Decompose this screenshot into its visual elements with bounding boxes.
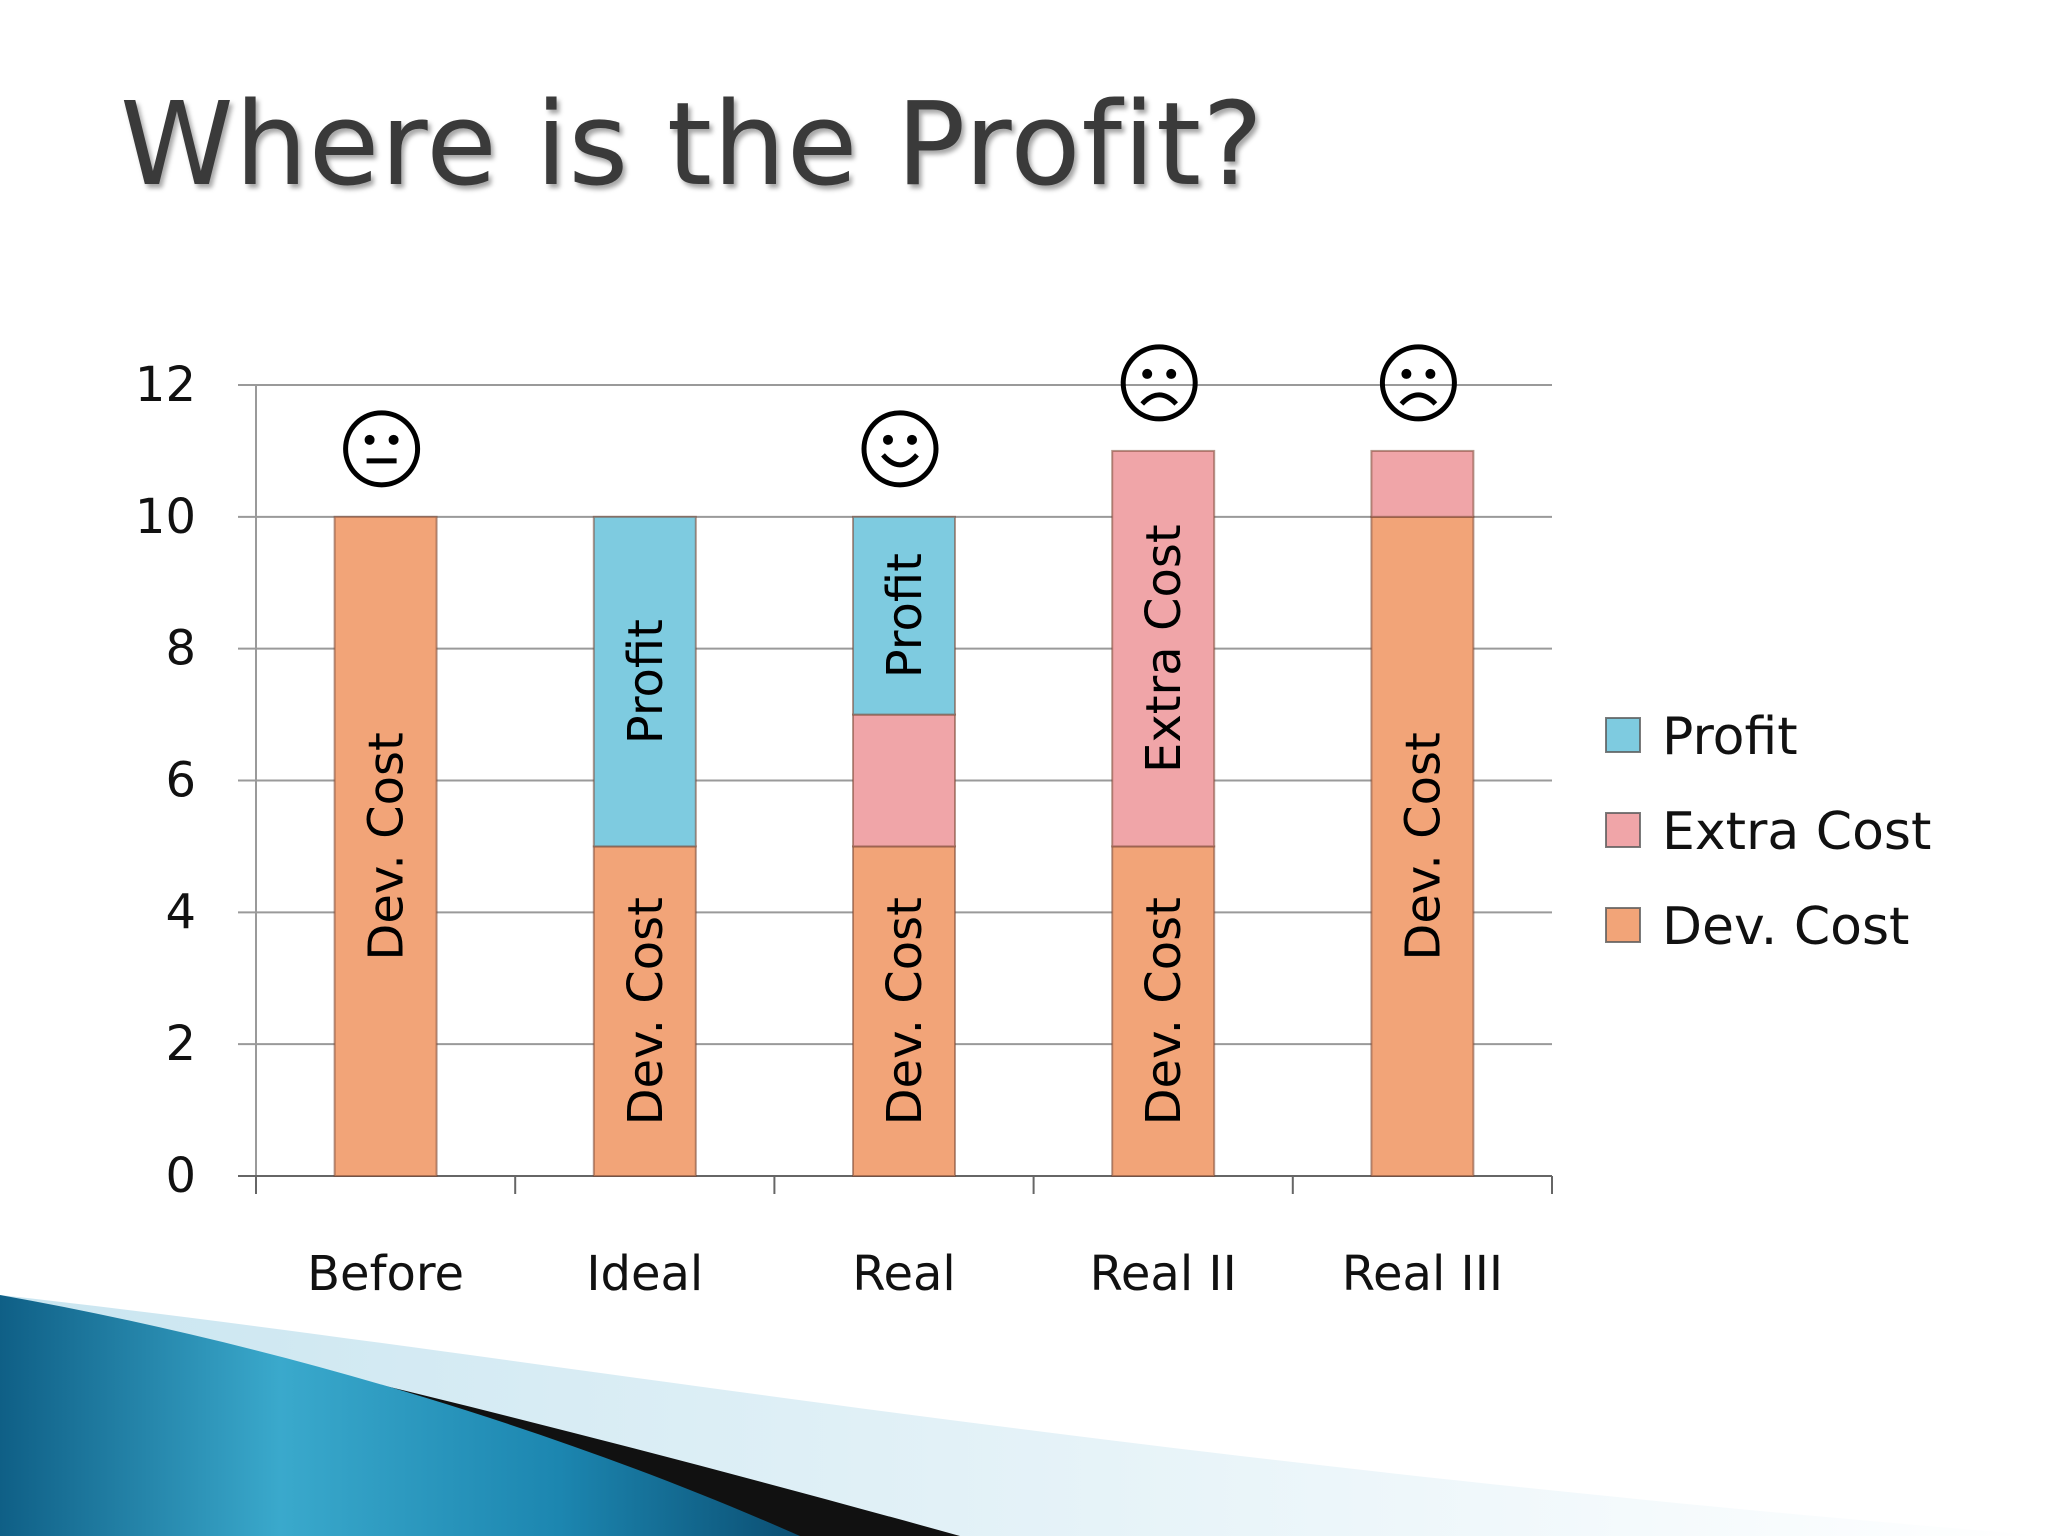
smiley-face-icon <box>861 410 939 488</box>
bar-dev-cost-ideal <box>592 845 697 1178</box>
bar-dev-cost-real-iii <box>1370 515 1475 1177</box>
legend-label-extra-cost: Extra Cost <box>1662 802 1931 862</box>
bar-profit-real <box>852 515 956 716</box>
legend-swatch-dev-cost <box>1605 907 1641 943</box>
segment-label: Profit <box>877 553 933 678</box>
legend-swatch-extra-cost <box>1605 812 1641 848</box>
x-category-label: Real <box>852 1246 955 1302</box>
x-category-label: Real II <box>1090 1246 1237 1302</box>
y-tick-label: 6 <box>165 753 196 809</box>
legend-swatch-profit <box>1605 717 1641 753</box>
segment-label: Dev. Cost <box>1136 897 1192 1125</box>
segment-label: Dev. Cost <box>877 897 933 1125</box>
bar-dev-cost-real <box>852 845 956 1178</box>
segment-label: Dev. Cost <box>359 732 415 960</box>
segment-label: Profit <box>618 619 674 744</box>
legend-label-profit: Profit <box>1662 707 1798 767</box>
bar-dev-cost-before <box>333 515 438 1177</box>
y-tick-label: 4 <box>165 884 196 940</box>
bar-extra-cost-real-ii <box>1111 449 1216 848</box>
swoosh-blue <box>0 1295 800 1536</box>
slide-title: Where is the Profit? <box>120 78 1265 212</box>
segment-label: Dev. Cost <box>1395 732 1451 960</box>
frowning-face-icon <box>1120 344 1198 422</box>
bar-profit-ideal <box>592 515 697 848</box>
bar-dev-cost-real-ii <box>1111 845 1216 1178</box>
segment-label: Dev. Cost <box>618 897 674 1125</box>
y-tick-label: 2 <box>165 1016 196 1072</box>
y-tick-label: 0 <box>165 1148 196 1204</box>
segment-label: Extra Cost <box>1136 524 1192 773</box>
bar-extra-cost-real-iii <box>1370 449 1475 518</box>
y-tick-label: 10 <box>135 489 196 545</box>
y-tick-label: 12 <box>135 357 196 413</box>
frowning-face-icon <box>1379 344 1457 422</box>
bar-extra-cost-real <box>852 713 956 848</box>
legend-label-dev-cost: Dev. Cost <box>1662 897 1909 957</box>
neutral-face-icon <box>343 410 421 488</box>
x-category-label: Real III <box>1342 1246 1503 1302</box>
y-tick-label: 8 <box>165 621 196 677</box>
x-category-label: Ideal <box>586 1246 703 1302</box>
x-category-label: Before <box>307 1246 464 1302</box>
